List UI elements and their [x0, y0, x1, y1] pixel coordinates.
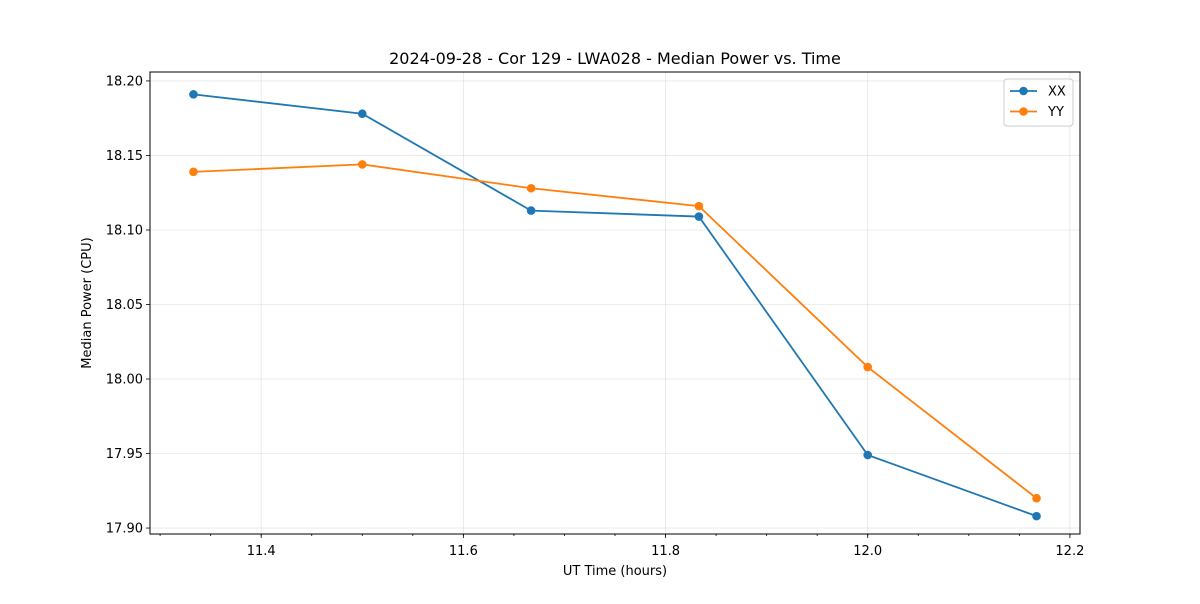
- data-point-xx: [863, 450, 873, 460]
- y-tick-label: 18.20: [106, 74, 143, 89]
- data-point-yy: [357, 160, 367, 169]
- series-line-yy: [193, 163, 1038, 499]
- data-point-yy: [694, 201, 704, 211]
- legend-label-yy: YY: [1047, 105, 1064, 120]
- y-tick-label: 18.15: [106, 149, 143, 164]
- x-tick-label: 11.6: [449, 544, 478, 559]
- tick-layer: 11.4 11.6 11.8 12.0 12.2 17.90 17.95 18.00 18.05…: [106, 74, 1085, 559]
- data-point-yy: [1032, 493, 1041, 503]
- data-point-yy: [526, 183, 536, 193]
- legend-items: XX YY: [1010, 85, 1066, 120]
- series-line-xx: [193, 93, 1037, 517]
- legend-label-xx: XX: [1048, 85, 1066, 100]
- y-tick-label: 17.95: [106, 447, 143, 462]
- y-axis-label: Median Power (CPU): [80, 237, 95, 368]
- grid-layer: [150, 72, 1080, 534]
- x-axis-label: UT Time (hours): [563, 564, 667, 579]
- data-point-xx: [189, 90, 198, 99]
- y-tick-label: 18.10: [106, 223, 143, 238]
- chart-title: 2024-09-28 - Cor 129 - LWA028 - Median P…: [389, 49, 841, 68]
- data-point-xx: [526, 206, 536, 215]
- data-point-yy: [863, 362, 873, 372]
- series-layer: [189, 90, 1041, 521]
- data-point-yy: [189, 167, 198, 177]
- legend-marker-yy: [1019, 107, 1028, 116]
- x-tick-label: 12.0: [853, 544, 882, 559]
- x-tick-label: 11.8: [651, 544, 680, 559]
- data-point-xx: [1032, 511, 1041, 521]
- x-tick-label: 11.4: [247, 544, 276, 559]
- y-tick-label: 17.90: [106, 522, 143, 537]
- legend-marker-xx: [1019, 86, 1028, 96]
- data-point-xx: [357, 109, 367, 119]
- y-tick-label: 18.05: [106, 298, 143, 313]
- legend: XX YY: [1003, 78, 1074, 127]
- data-point-xx: [694, 212, 704, 221]
- x-tick-label: 12.2: [1055, 544, 1084, 559]
- plot-frame: [149, 71, 1081, 535]
- y-tick-label: 18.00: [106, 373, 143, 388]
